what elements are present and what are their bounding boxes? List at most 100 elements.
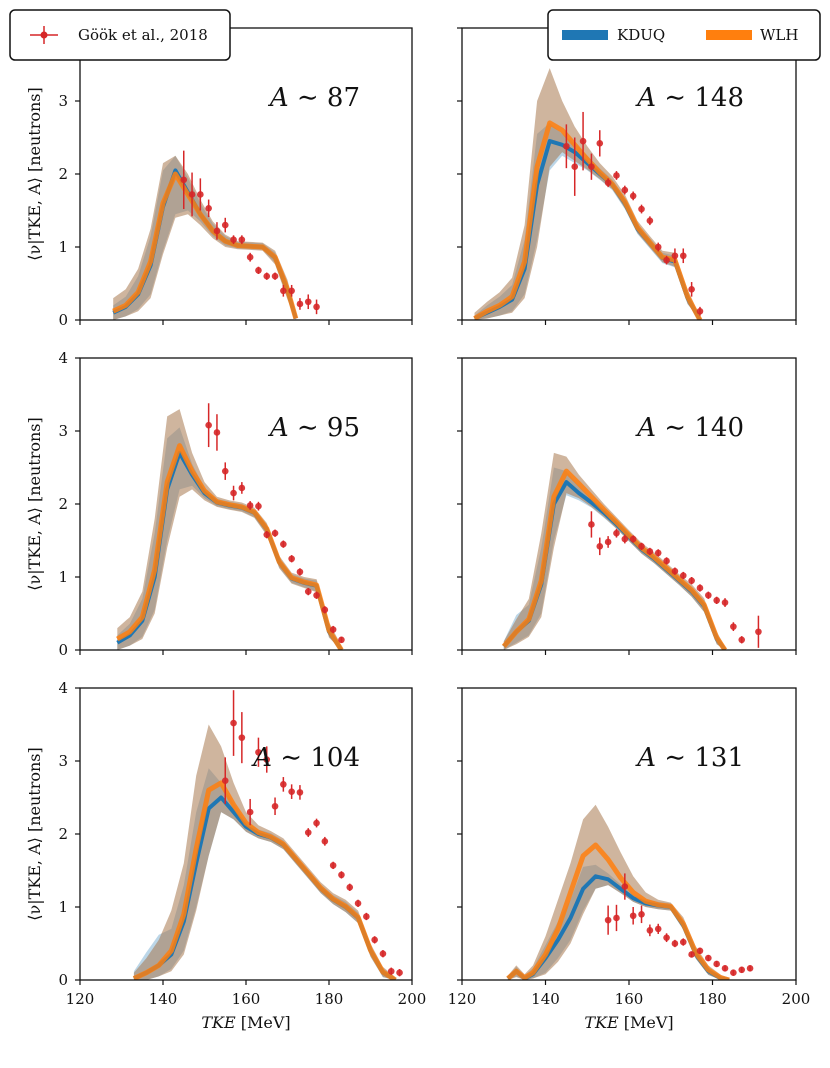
wlh-line: [501, 468, 728, 650]
panel-mass-label: A ∼ 148: [635, 83, 744, 113]
y-tick-label: 0: [58, 311, 68, 329]
kduq-line: [133, 795, 397, 980]
data-point: [213, 429, 221, 436]
data-point: [738, 966, 746, 974]
data-point: [238, 484, 246, 492]
data-point: [338, 871, 345, 879]
wlh-band: [503, 452, 725, 650]
plot-area: [116, 403, 345, 650]
data-point: [696, 307, 704, 315]
data-point: [271, 272, 279, 280]
data-point: [638, 911, 645, 918]
x-tick-label: 200: [398, 990, 427, 1008]
panel: 0 1 2 3 ⟨ν|TKE, A⟩ [neutrons] A ∼ 87: [25, 27, 413, 329]
data-point: [288, 788, 295, 795]
data-point: [296, 568, 304, 576]
data-point: [730, 623, 737, 630]
data-point: [671, 567, 679, 575]
data-point: [721, 965, 729, 972]
data-point: [238, 734, 246, 741]
data-point: [696, 947, 704, 955]
axes-frame: [79, 357, 413, 651]
data-point: [304, 298, 312, 306]
legend-kduq-swatch: [562, 30, 608, 40]
data-point: [387, 967, 395, 975]
panel-mass-label: A ∼ 87: [268, 83, 360, 113]
y-tick-label: 4: [58, 679, 68, 697]
data-point: [705, 591, 712, 599]
data-point: [205, 205, 212, 212]
plot-area: [473, 68, 704, 320]
data-point: [271, 529, 279, 537]
data-point: [613, 529, 620, 537]
data-point: [679, 572, 687, 579]
axes-frame: [461, 357, 797, 651]
axes-frame: [461, 687, 797, 981]
x-axis-title: TKE [MeV]: [584, 1013, 673, 1032]
plot-area: [501, 452, 762, 650]
data-point: [663, 256, 670, 264]
data-point: [563, 142, 570, 150]
data-point: [646, 217, 654, 225]
x-tick-label: 200: [782, 990, 811, 1008]
y-axis-title: ⟨ν|TKE, A⟩ [neutrons]: [25, 417, 44, 591]
panel-mass-label: A ∼ 140: [635, 413, 744, 443]
data-point: [371, 936, 378, 944]
data-point: [638, 205, 645, 213]
data-point: [588, 163, 595, 170]
data-point: [197, 191, 204, 198]
panel: 120 140 160 180 200 0 1 2 3 4 TKE [MeV] ⟨ν|TKE, A⟩ …: [25, 679, 426, 1032]
data-point: [221, 221, 229, 229]
data-point: [280, 540, 287, 548]
data-point: [629, 192, 637, 200]
data-point: [663, 557, 670, 565]
data-point: [230, 719, 237, 727]
data-point: [646, 548, 654, 555]
data-point: [321, 606, 329, 614]
data-point: [230, 236, 237, 243]
panel: A ∼ 148: [457, 27, 797, 325]
y-tick-label: 2: [58, 165, 68, 183]
wlh-line: [473, 120, 703, 320]
data-point: [713, 597, 720, 604]
x-tick-label: 140: [531, 990, 560, 1008]
data-point: [180, 176, 188, 184]
data-point: [280, 287, 287, 295]
data-point: [621, 186, 629, 194]
legend-data-label: Göök et al., 2018: [78, 26, 208, 44]
data-point: [288, 287, 295, 295]
data-point: [230, 489, 237, 497]
x-tick-label: 120: [66, 990, 95, 1008]
data-point: [221, 777, 229, 785]
data-point: [263, 272, 271, 280]
wlh-band: [507, 804, 730, 980]
data-point: [613, 914, 620, 922]
data-point: [663, 934, 670, 941]
y-tick-label: 2: [58, 495, 68, 513]
data-point: [396, 969, 403, 976]
wlh-line: [506, 842, 730, 980]
data-point: [696, 584, 704, 592]
data-point: [246, 253, 254, 261]
x-tick-label: 160: [232, 990, 261, 1008]
wlh-line: [112, 171, 299, 320]
data-point: [304, 588, 312, 595]
legend-wlh-swatch: [706, 30, 752, 40]
data-point: [705, 954, 712, 962]
plot-area: [112, 150, 320, 320]
data-point: [646, 927, 654, 934]
data-point: [713, 960, 720, 968]
data-point: [338, 636, 345, 644]
data-point: [188, 191, 196, 198]
axes-frame: [79, 687, 413, 981]
data-point: [296, 300, 304, 308]
wlh-line: [132, 780, 397, 980]
data-point: [679, 938, 687, 946]
data-point: [280, 781, 287, 788]
data-point: [604, 538, 612, 546]
wlh-band: [117, 409, 342, 650]
data-point: [596, 140, 604, 147]
legend-data-frame: [9, 9, 231, 61]
y-tick-label: 3: [58, 92, 68, 110]
